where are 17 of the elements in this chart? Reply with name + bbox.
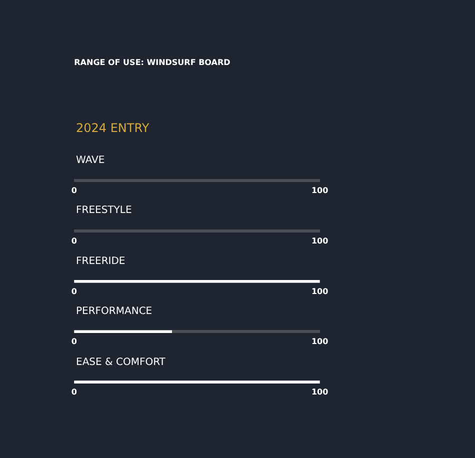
x-tick-label: 100 bbox=[311, 337, 329, 346]
chart-title: RANGE OF USE: WINDSURF BOARD bbox=[74, 58, 231, 67]
y-tick-label: FREERIDE bbox=[76, 256, 126, 267]
x-tick-label: 100 bbox=[311, 388, 329, 397]
x-tick-label: 0 bbox=[71, 186, 78, 195]
y-tick-label: WAVE bbox=[76, 155, 105, 166]
x-tick-label: 100 bbox=[311, 286, 329, 296]
x-tick-label: 0 bbox=[71, 337, 78, 346]
x-tick-label: 0 bbox=[71, 286, 78, 296]
x-tick-label: 0 bbox=[71, 388, 78, 397]
y-tick-label: PERFORMANCE bbox=[76, 306, 152, 317]
y-tick-label: FREESTYLE bbox=[76, 205, 132, 216]
chart-subtitle: 2024 ENTRY bbox=[76, 121, 150, 135]
x-tick-label: 100 bbox=[311, 186, 329, 195]
y-tick-label: EASE & COMFORT bbox=[76, 357, 166, 368]
x-tick-label: 0 bbox=[71, 236, 78, 246]
x-tick-label: 100 bbox=[311, 236, 329, 246]
